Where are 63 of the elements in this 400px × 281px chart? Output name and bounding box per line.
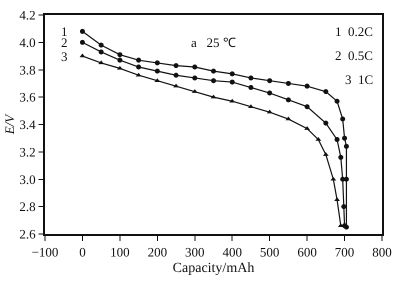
point — [117, 66, 123, 70]
point — [334, 137, 340, 142]
point — [342, 136, 348, 141]
point — [248, 75, 254, 80]
point — [211, 78, 216, 84]
point — [211, 68, 216, 74]
series-label: 3 — [61, 49, 68, 64]
point — [304, 104, 310, 110]
point — [98, 42, 104, 48]
point — [154, 68, 160, 74]
x-tick-label: 0 — [79, 244, 86, 260]
y-tick-label: 4.0 — [19, 34, 36, 50]
annotation: a 25 ℃ — [191, 35, 236, 50]
x-tick-label: 500 — [260, 244, 280, 260]
point — [230, 80, 235, 85]
point — [174, 72, 179, 78]
x-tick-label: 600 — [297, 244, 317, 260]
point — [136, 64, 142, 70]
x-tick-label: 100 — [110, 244, 130, 260]
point — [344, 144, 349, 149]
point — [341, 204, 346, 210]
point — [267, 78, 272, 84]
point — [174, 63, 179, 68]
point — [334, 98, 340, 104]
point — [98, 49, 104, 54]
point — [117, 58, 122, 63]
point — [286, 80, 291, 86]
point — [340, 116, 346, 122]
point — [323, 120, 328, 126]
point — [80, 40, 85, 45]
y-tick-label: 3.8 — [19, 62, 36, 78]
y-tick-label: 2.6 — [19, 226, 36, 242]
y-tick-label: 3.6 — [19, 90, 36, 105]
point — [80, 28, 85, 34]
y-tick-label: 3.2 — [19, 144, 36, 160]
y-tick-label: 4.2 — [19, 8, 36, 23]
point — [304, 84, 310, 89]
x-tick-label: 200 — [148, 244, 168, 260]
x-axis-title: Capacity/mAh — [172, 261, 254, 276]
annotation: 1 0.2C — [335, 24, 373, 39]
x-tick-label: 400 — [222, 244, 242, 260]
y-tick-label: 3.0 — [19, 172, 36, 187]
y-tick-label: 2.8 — [19, 199, 36, 214]
point — [286, 97, 291, 102]
point — [248, 85, 254, 90]
x-tick-label: −100 — [32, 244, 58, 260]
y-axis-title: E/V — [2, 112, 17, 136]
x-tick-label: 800 — [372, 244, 392, 260]
point — [136, 58, 142, 63]
y-tick-label: 3.4 — [19, 117, 36, 132]
x-tick-label: 300 — [185, 244, 205, 260]
point — [338, 154, 344, 160]
point — [117, 52, 122, 58]
x-tick-label: 700 — [334, 244, 354, 260]
point — [192, 75, 198, 80]
annotation: 2 0.5C — [335, 48, 373, 63]
point — [334, 197, 340, 202]
point — [323, 89, 328, 94]
annotation: 3 1C — [345, 72, 374, 87]
point — [154, 60, 160, 66]
point — [192, 64, 198, 70]
point — [267, 90, 272, 96]
point — [230, 71, 235, 76]
